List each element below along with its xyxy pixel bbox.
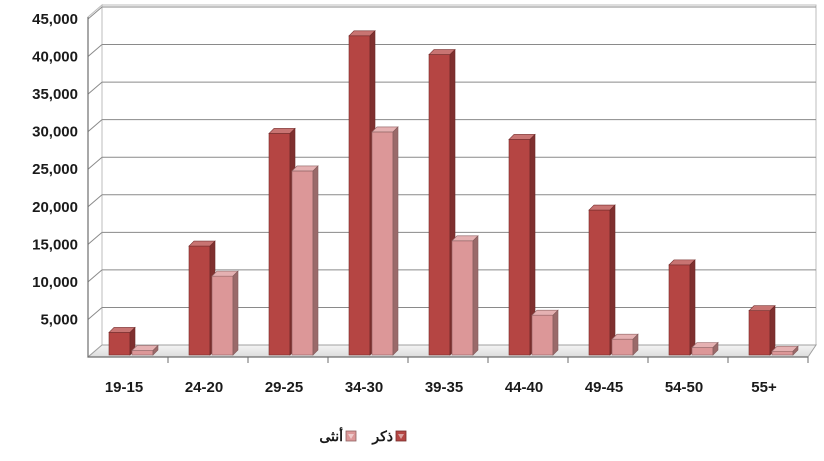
- bar: [748, 304, 776, 356]
- x-tick-label: 39-35: [425, 379, 463, 396]
- side-wall: [87, 3, 103, 359]
- gridline-depth: [87, 44, 103, 57]
- legend: ذكر أنثى: [319, 426, 407, 445]
- y-tick-label: 20,000: [32, 199, 78, 216]
- bar: [668, 259, 696, 356]
- legend-item: أنثى: [319, 426, 357, 444]
- legend-item: ذكر: [371, 428, 407, 445]
- gridline-depth: [87, 307, 103, 320]
- y-tick-label: 40,000: [32, 49, 78, 66]
- bar: [131, 344, 159, 356]
- bar: [211, 270, 239, 356]
- gridline-depth: [87, 81, 103, 95]
- bar: [451, 235, 479, 356]
- x-tick-label: 44-40: [505, 379, 543, 396]
- y-tick-label: 15,000: [32, 236, 78, 253]
- y-tick-label: 5,000: [40, 311, 78, 328]
- gridline-depth: [87, 6, 103, 20]
- x-tick-label: 34-30: [345, 379, 383, 396]
- gridline-depth: [87, 119, 103, 133]
- gridline-depth: [87, 269, 103, 283]
- y-tick-label: 30,000: [32, 124, 78, 141]
- bar: [611, 333, 639, 356]
- axes: [87, 17, 809, 363]
- x-tick-label: 29-25: [265, 379, 303, 396]
- bar: [108, 326, 136, 356]
- legend-label: أنثى: [319, 426, 343, 444]
- bar: [531, 309, 559, 356]
- x-tick-label: 54-50: [665, 379, 703, 396]
- legend-label: ذكر: [371, 428, 393, 445]
- gridline-depth: [87, 194, 103, 208]
- bar: [691, 341, 719, 356]
- bar: [291, 165, 319, 356]
- x-tick-label: 49-45: [585, 379, 623, 396]
- bar: [348, 30, 376, 356]
- x-tick-label: 19-15: [105, 379, 143, 396]
- bar: [508, 133, 536, 356]
- bar: [268, 127, 296, 356]
- y-tick-label: 25,000: [32, 161, 78, 178]
- bar: [588, 204, 616, 356]
- y-tick-label: 35,000: [32, 86, 78, 103]
- x-axis-tick-labels: 19-15 24-20 29-25 34-30 39-35 44-40 49-45 54-50…: [105, 379, 777, 396]
- bar: [771, 345, 799, 356]
- y-tick-label: 10,000: [32, 274, 78, 291]
- x-tick-label: 24-20: [185, 379, 223, 396]
- gridline-depth: [87, 231, 103, 245]
- bar: [188, 240, 216, 356]
- y-tick-label: 45,000: [32, 11, 78, 28]
- x-tick-label: 55+: [751, 379, 777, 396]
- bar: [371, 126, 399, 356]
- bars: [108, 30, 799, 356]
- bar: [428, 48, 456, 356]
- y-axis-tick-labels: 5,000 10,000 15,000 20,000 25,000 30,000 35,00…: [32, 11, 78, 328]
- gridline-depth: [87, 156, 103, 170]
